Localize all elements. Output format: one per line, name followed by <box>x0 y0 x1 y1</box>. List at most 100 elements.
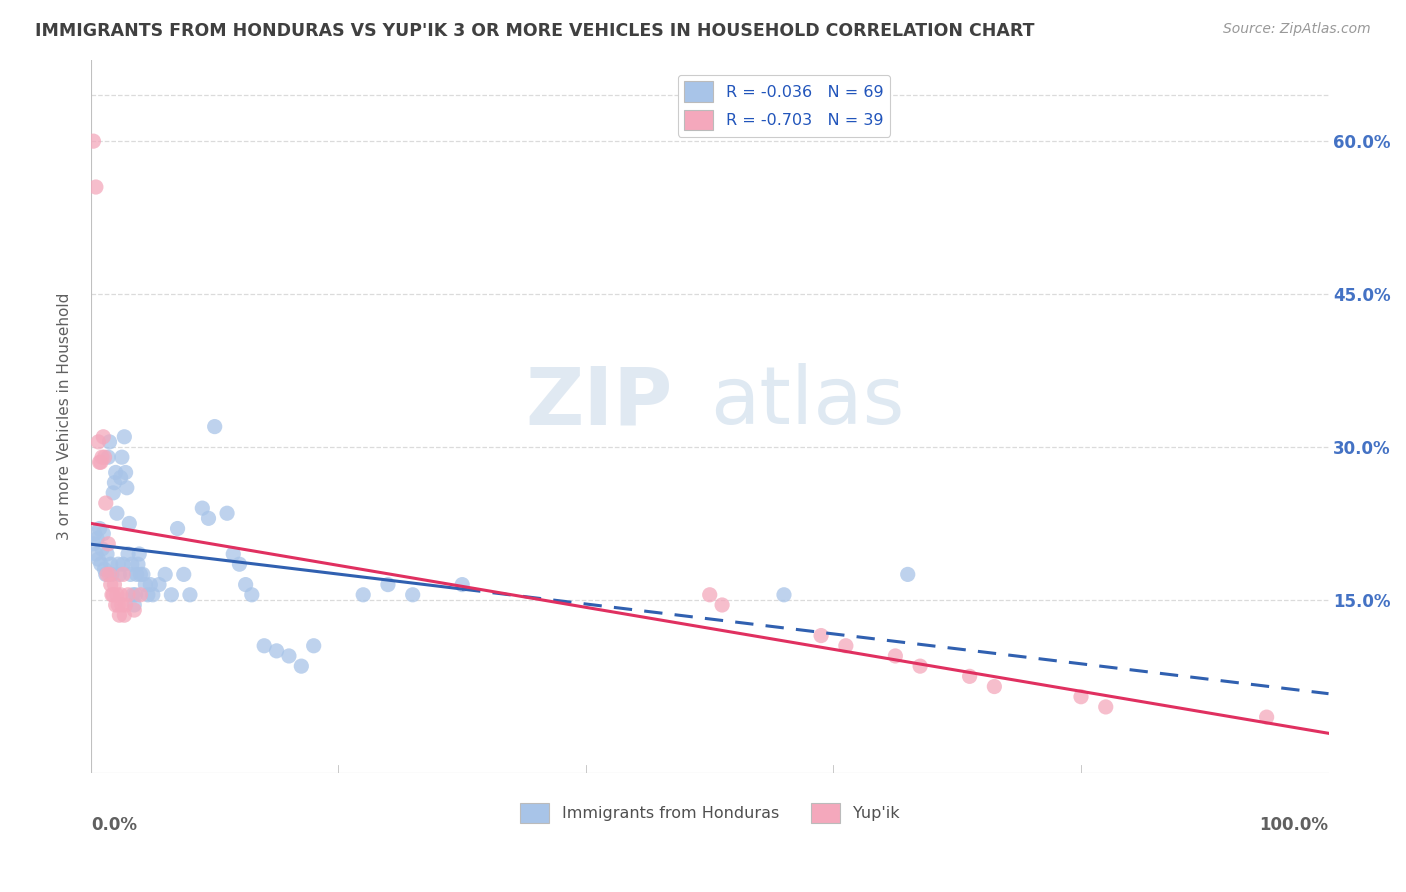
Point <box>108 567 131 582</box>
Point <box>103 577 125 591</box>
Point <box>266 644 288 658</box>
Point <box>1256 710 1278 724</box>
Point <box>278 648 301 663</box>
Point <box>148 577 170 591</box>
Point <box>91 541 114 556</box>
Point <box>101 588 124 602</box>
Point <box>897 567 920 582</box>
Point <box>215 506 238 520</box>
Point <box>810 629 832 643</box>
Point <box>103 486 125 500</box>
Point <box>114 598 136 612</box>
Point <box>129 588 152 602</box>
Point <box>82 537 104 551</box>
Point <box>983 680 1005 694</box>
Point <box>908 659 931 673</box>
Point <box>96 547 118 561</box>
Text: atlas: atlas <box>710 363 904 442</box>
Point <box>93 450 115 465</box>
Point <box>101 567 124 582</box>
Point <box>121 558 143 572</box>
Point <box>87 434 110 449</box>
Point <box>94 567 117 582</box>
Point <box>773 588 796 602</box>
Point <box>97 537 120 551</box>
Point <box>166 522 188 536</box>
Point <box>112 567 135 582</box>
Point <box>91 526 114 541</box>
Text: IMMIGRANTS FROM HONDURAS VS YUP'IK 3 OR MORE VEHICLES IN HOUSEHOLD CORRELATION C: IMMIGRANTS FROM HONDURAS VS YUP'IK 3 OR … <box>35 22 1035 40</box>
Point <box>107 558 129 572</box>
Point <box>93 562 115 576</box>
Point <box>173 567 195 582</box>
Point <box>253 639 276 653</box>
Point <box>90 455 112 469</box>
Point <box>96 567 118 582</box>
Point <box>112 430 135 444</box>
Point <box>115 481 138 495</box>
Point <box>87 552 110 566</box>
Point <box>100 558 122 572</box>
Point <box>125 567 148 582</box>
Point <box>884 648 907 663</box>
Point <box>104 466 127 480</box>
Point <box>111 598 134 612</box>
Text: Source: ZipAtlas.com: Source: ZipAtlas.com <box>1223 22 1371 37</box>
Point <box>1094 700 1116 714</box>
Point <box>228 558 250 572</box>
Point <box>402 588 425 602</box>
Point <box>89 522 111 536</box>
Point <box>97 450 120 465</box>
Point <box>89 455 111 469</box>
Point <box>160 588 183 602</box>
Text: 0.0%: 0.0% <box>91 816 136 834</box>
Point <box>94 496 117 510</box>
Point <box>197 511 219 525</box>
Point <box>104 598 127 612</box>
Point <box>290 659 312 673</box>
Point <box>117 547 139 561</box>
Point <box>377 577 399 591</box>
Text: ZIP: ZIP <box>526 363 672 442</box>
Point <box>1070 690 1092 704</box>
Point <box>100 577 122 591</box>
Point <box>84 547 107 561</box>
Point <box>122 588 145 602</box>
Point <box>129 567 152 582</box>
Point <box>112 558 135 572</box>
Point <box>103 588 125 602</box>
Point <box>959 669 981 683</box>
Point <box>699 588 721 602</box>
Point <box>98 434 121 449</box>
Point <box>110 470 132 484</box>
Point <box>711 598 734 612</box>
Point <box>120 567 142 582</box>
Point <box>82 134 104 148</box>
Point <box>103 475 125 490</box>
Point <box>128 547 150 561</box>
Point <box>124 588 146 602</box>
Point <box>142 588 165 602</box>
Text: 100.0%: 100.0% <box>1260 816 1329 834</box>
Point <box>86 532 108 546</box>
Point <box>98 567 121 582</box>
Point <box>83 526 105 541</box>
Y-axis label: 3 or more Vehicles in Household: 3 or more Vehicles in Household <box>58 293 72 540</box>
Point <box>105 506 128 520</box>
Point <box>179 588 201 602</box>
Point <box>240 588 263 602</box>
Point <box>132 567 155 582</box>
Legend: Immigrants from Honduras, Yup'ik: Immigrants from Honduras, Yup'ik <box>515 797 905 830</box>
Point <box>127 558 149 572</box>
Point <box>222 547 245 561</box>
Point <box>114 466 136 480</box>
Point <box>108 608 131 623</box>
Point <box>139 577 162 591</box>
Point <box>451 577 474 591</box>
Point <box>136 588 159 602</box>
Point <box>352 588 374 602</box>
Point <box>191 501 214 516</box>
Point <box>91 450 114 465</box>
Point <box>153 567 176 582</box>
Point <box>117 588 139 602</box>
